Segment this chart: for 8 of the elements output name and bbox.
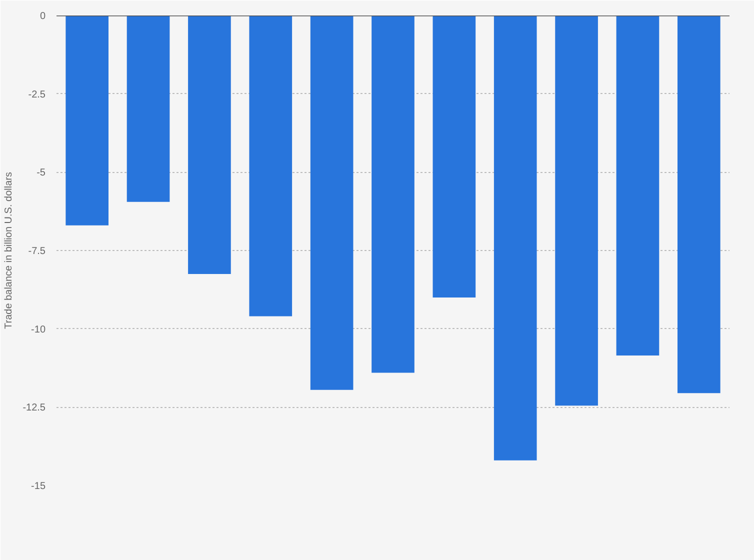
y-tick-label: -15 xyxy=(31,481,46,492)
y-tick-label: -12.5 xyxy=(22,402,46,414)
y-tick-label: 0 xyxy=(40,11,46,22)
y-axis-title: Trade balance in billion U.S. dollars xyxy=(4,172,15,329)
y-tick-label: -5 xyxy=(36,168,46,179)
y-tick-label: -2.5 xyxy=(28,89,46,100)
y-tick-label: -7.5 xyxy=(28,246,46,257)
y-tick-label: -10 xyxy=(31,324,46,336)
